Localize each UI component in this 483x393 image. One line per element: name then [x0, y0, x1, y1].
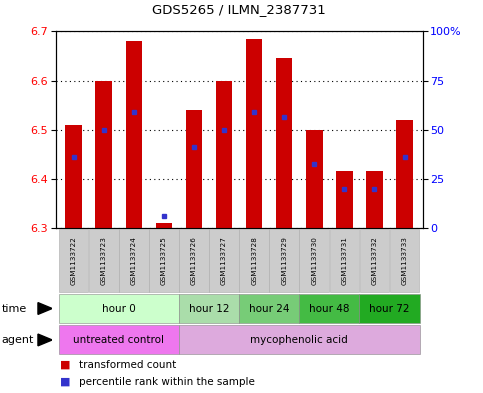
Text: GSM1133728: GSM1133728	[251, 236, 257, 285]
Bar	[96, 81, 112, 228]
Text: GSM1133727: GSM1133727	[221, 236, 227, 285]
Bar	[306, 130, 323, 228]
Text: hour 48: hour 48	[309, 303, 350, 314]
Text: GSM1133725: GSM1133725	[161, 236, 167, 285]
Bar	[276, 59, 293, 228]
Text: GSM1133732: GSM1133732	[371, 236, 378, 285]
Bar	[126, 41, 142, 228]
Text: percentile rank within the sample: percentile rank within the sample	[79, 377, 255, 387]
Bar	[156, 223, 172, 228]
Bar	[336, 171, 353, 228]
Bar	[185, 110, 202, 228]
Text: GSM1133722: GSM1133722	[71, 236, 77, 285]
Text: GSM1133729: GSM1133729	[281, 236, 287, 285]
Text: GSM1133726: GSM1133726	[191, 236, 197, 285]
Text: GSM1133733: GSM1133733	[401, 236, 408, 285]
Polygon shape	[38, 334, 52, 346]
Bar	[246, 39, 262, 228]
Bar	[366, 171, 383, 228]
Text: agent: agent	[1, 335, 34, 345]
Text: hour 24: hour 24	[249, 303, 289, 314]
Text: hour 72: hour 72	[369, 303, 410, 314]
Text: GSM1133731: GSM1133731	[341, 236, 347, 285]
Text: mycophenolic acid: mycophenolic acid	[250, 335, 348, 345]
Text: hour 12: hour 12	[189, 303, 229, 314]
Text: GSM1133723: GSM1133723	[100, 236, 107, 285]
Text: GDS5265 / ILMN_2387731: GDS5265 / ILMN_2387731	[152, 3, 326, 16]
Text: ■: ■	[60, 360, 71, 370]
Text: GSM1133730: GSM1133730	[312, 236, 317, 285]
Bar	[216, 81, 232, 228]
Text: hour 0: hour 0	[102, 303, 136, 314]
Text: time: time	[1, 303, 27, 314]
Bar	[65, 125, 82, 228]
Polygon shape	[38, 303, 52, 314]
Text: transformed count: transformed count	[79, 360, 176, 370]
Bar	[396, 120, 413, 228]
Text: untreated control: untreated control	[73, 335, 164, 345]
Text: ■: ■	[60, 377, 71, 387]
Text: GSM1133724: GSM1133724	[131, 236, 137, 285]
